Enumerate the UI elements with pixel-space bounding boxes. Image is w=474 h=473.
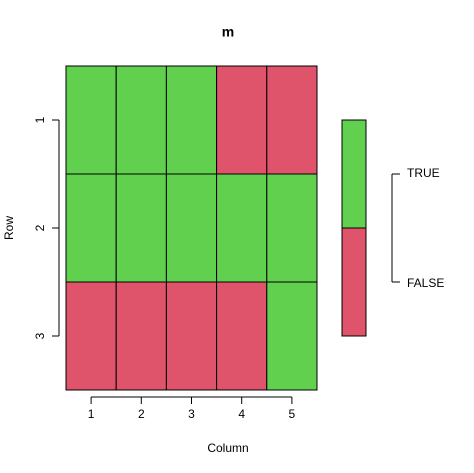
x-tick-label: 4	[238, 407, 245, 421]
x-tick-label: 2	[138, 407, 145, 421]
legend-swatch	[341, 119, 367, 229]
y-tick-label: 3	[33, 332, 47, 339]
x-axis-label: Column	[207, 441, 248, 455]
y-tick-label: 2	[33, 224, 47, 231]
cell	[165, 173, 218, 283]
cell	[216, 281, 268, 391]
y-axis-label: Row	[2, 216, 16, 240]
legend-label: FALSE	[407, 276, 444, 290]
cell	[266, 281, 318, 391]
y-tick-label: 1	[33, 116, 47, 123]
x-tick-label: 5	[289, 407, 296, 421]
cell	[266, 173, 318, 283]
cell	[266, 65, 318, 175]
cell	[115, 281, 167, 391]
cell	[216, 65, 268, 175]
x-tick-label: 3	[188, 407, 195, 421]
legend-swatch	[341, 227, 367, 337]
cell	[65, 281, 117, 391]
cell	[216, 173, 268, 283]
cell	[165, 281, 218, 391]
cell	[165, 65, 218, 175]
cell	[65, 65, 117, 175]
x-tick-label: 1	[88, 407, 95, 421]
legend-label: TRUE	[407, 166, 440, 180]
cell	[115, 65, 167, 175]
cell	[65, 173, 117, 283]
cell	[115, 173, 167, 283]
chart-title: m	[222, 24, 234, 40]
